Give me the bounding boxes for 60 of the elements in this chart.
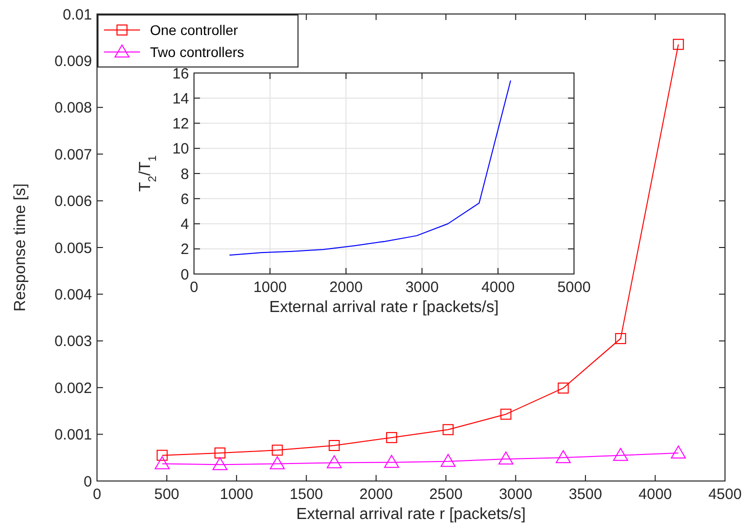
y-tick-label: 8	[180, 166, 189, 183]
point	[556, 450, 571, 464]
x-tick-label: 2000	[359, 486, 393, 503]
x-tick-label: 4500	[708, 486, 742, 503]
y-tick-label: 10	[172, 140, 189, 158]
point	[440, 454, 456, 467]
y-tick-label: 0.009	[54, 52, 92, 70]
x-tick-label: 500	[154, 486, 180, 503]
x-tick-label: 3000	[498, 486, 532, 503]
x-tick-label: 4000	[481, 279, 515, 296]
x-tick-label: 3000	[405, 279, 439, 296]
point	[212, 457, 228, 470]
x-axis-title: External arrival rate r [packets/s]	[296, 506, 526, 523]
x-axis-title: External arrival rate r [packets/s]	[269, 299, 499, 316]
point	[154, 456, 170, 470]
y-tick-label: 0.01	[62, 6, 92, 24]
point	[328, 440, 340, 452]
x-tick-label: 5000	[557, 279, 591, 296]
x-tick-label: 1500	[290, 486, 324, 503]
point	[670, 445, 686, 458]
legend-label: One controller	[150, 22, 238, 38]
x-tick-label: 2500	[429, 486, 463, 503]
point	[615, 333, 626, 344]
point	[326, 455, 342, 468]
legend-label: Two controllers	[150, 44, 244, 60]
point	[558, 382, 569, 394]
y-tick-label: 0.003	[54, 333, 92, 350]
point	[270, 456, 285, 470]
y-tick-label: 0.004	[54, 286, 92, 304]
point	[272, 444, 283, 456]
y-tick-label: 16	[172, 65, 189, 82]
point	[613, 448, 628, 461]
y-tick-label: 0.008	[54, 100, 92, 117]
point	[672, 38, 684, 50]
y-tick-label: 0	[180, 266, 189, 284]
x-tick-label: 1000	[253, 279, 287, 296]
x-tick-label: 1000	[220, 486, 254, 503]
y-tick-label: 0	[84, 473, 92, 490]
point	[500, 408, 512, 420]
point	[498, 452, 514, 465]
line-series	[228, 80, 512, 256]
y-tick-label: 6	[180, 190, 189, 208]
y-tick-label: 12	[172, 116, 189, 132]
y-tick-label: 0.002	[54, 380, 92, 397]
point	[214, 447, 226, 458]
point	[384, 454, 400, 468]
y-tick-label: 4	[180, 216, 189, 233]
x-tick-label: 4000	[638, 486, 672, 503]
point	[386, 432, 398, 444]
y-axis-title: Response time [s]	[12, 183, 29, 312]
y-tick-label: 0.001	[54, 426, 92, 444]
y-tick-label: 14	[172, 90, 189, 108]
point	[442, 424, 454, 436]
x-tick-label: 2000	[329, 279, 363, 296]
point	[156, 450, 168, 461]
y-tick-label: 0.007	[54, 146, 92, 164]
y-tick-label: 0.006	[54, 193, 92, 210]
y-tick-label: 0.005	[54, 240, 92, 257]
x-tick-label: 3500	[568, 486, 602, 503]
y-tick-label: 2	[180, 241, 189, 258]
